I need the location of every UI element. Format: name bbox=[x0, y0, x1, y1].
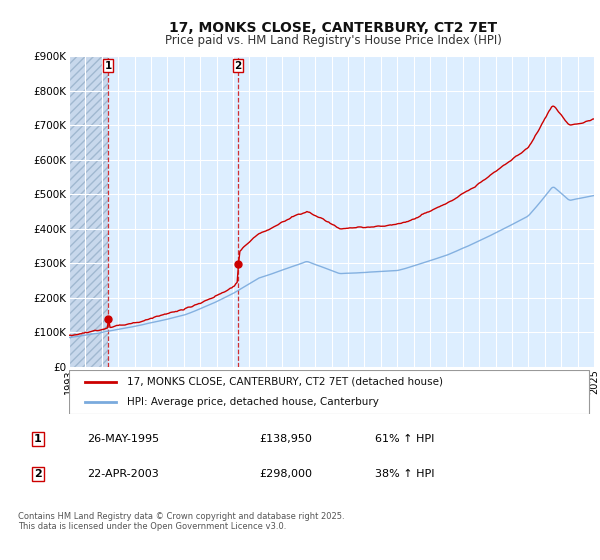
Text: 1: 1 bbox=[34, 434, 42, 444]
Text: 2: 2 bbox=[235, 60, 242, 71]
Bar bbox=[108, 56, 238, 367]
Text: 38% ↑ HPI: 38% ↑ HPI bbox=[375, 469, 434, 479]
Text: £298,000: £298,000 bbox=[260, 469, 313, 479]
Bar bbox=[69, 56, 108, 367]
Text: 26-MAY-1995: 26-MAY-1995 bbox=[87, 434, 159, 444]
Text: Price paid vs. HM Land Registry's House Price Index (HPI): Price paid vs. HM Land Registry's House … bbox=[164, 34, 502, 46]
Text: 2: 2 bbox=[34, 469, 42, 479]
FancyBboxPatch shape bbox=[69, 370, 589, 414]
Text: 17, MONKS CLOSE, CANTERBURY, CT2 7ET (detached house): 17, MONKS CLOSE, CANTERBURY, CT2 7ET (de… bbox=[127, 377, 443, 387]
Text: £138,950: £138,950 bbox=[260, 434, 313, 444]
Text: 22-APR-2003: 22-APR-2003 bbox=[87, 469, 158, 479]
Text: 1: 1 bbox=[104, 60, 112, 71]
Text: 17, MONKS CLOSE, CANTERBURY, CT2 7ET: 17, MONKS CLOSE, CANTERBURY, CT2 7ET bbox=[169, 21, 497, 35]
Text: Contains HM Land Registry data © Crown copyright and database right 2025.
This d: Contains HM Land Registry data © Crown c… bbox=[18, 512, 344, 531]
Text: 61% ↑ HPI: 61% ↑ HPI bbox=[375, 434, 434, 444]
Text: HPI: Average price, detached house, Canterbury: HPI: Average price, detached house, Cant… bbox=[127, 397, 379, 407]
